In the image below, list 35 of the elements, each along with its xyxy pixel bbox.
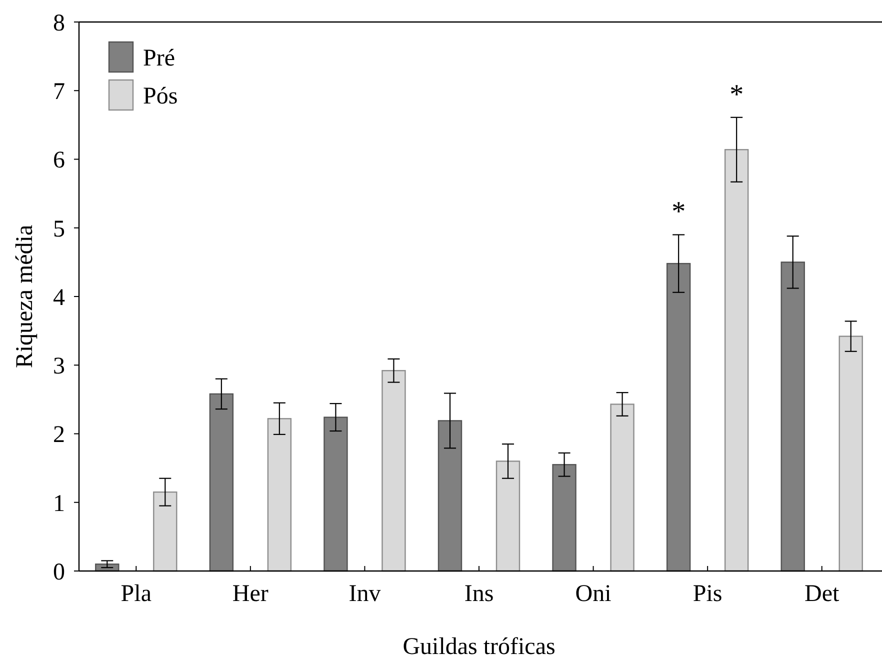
- bar: [780, 262, 805, 572]
- bar: [724, 149, 749, 572]
- bar: [838, 336, 863, 572]
- bar: [438, 420, 462, 572]
- bar: [610, 404, 634, 572]
- x-tick-label: Det: [804, 581, 840, 607]
- y-tick-label: 6: [53, 148, 65, 174]
- bar: [666, 262, 691, 572]
- y-tick-label: 3: [53, 354, 65, 380]
- x-tick-label: Inv: [348, 581, 381, 607]
- annotation: *: [730, 79, 744, 110]
- y-tick-label: 1: [53, 490, 65, 517]
- y-tick-label: 8: [53, 10, 65, 36]
- annotation: *: [672, 196, 686, 228]
- x-tick-label: Ins: [464, 581, 494, 607]
- bar: [209, 393, 234, 572]
- bar: [267, 418, 292, 572]
- x-tick-label: Oni: [575, 581, 612, 607]
- y-tick-label: 2: [53, 422, 65, 448]
- y-tick-label: 0: [53, 559, 65, 586]
- bar: [552, 464, 576, 572]
- y-tick-label: 5: [53, 216, 65, 242]
- y-axis-title: Riqueza média: [12, 224, 38, 368]
- bar: [382, 370, 406, 572]
- x-tick-label: Pis: [692, 581, 722, 607]
- bar: [496, 460, 520, 572]
- x-tick-label: Pla: [120, 581, 152, 607]
- legend-label: Pré: [143, 45, 175, 72]
- bar: [324, 416, 348, 572]
- bar: [153, 491, 178, 572]
- legend-label: Pós: [143, 83, 178, 110]
- y-tick-label: 4: [53, 284, 65, 311]
- x-axis-title: Guildas tróficas: [402, 634, 556, 660]
- x-tick-label: Her: [232, 581, 268, 607]
- y-tick-label: 7: [53, 79, 65, 106]
